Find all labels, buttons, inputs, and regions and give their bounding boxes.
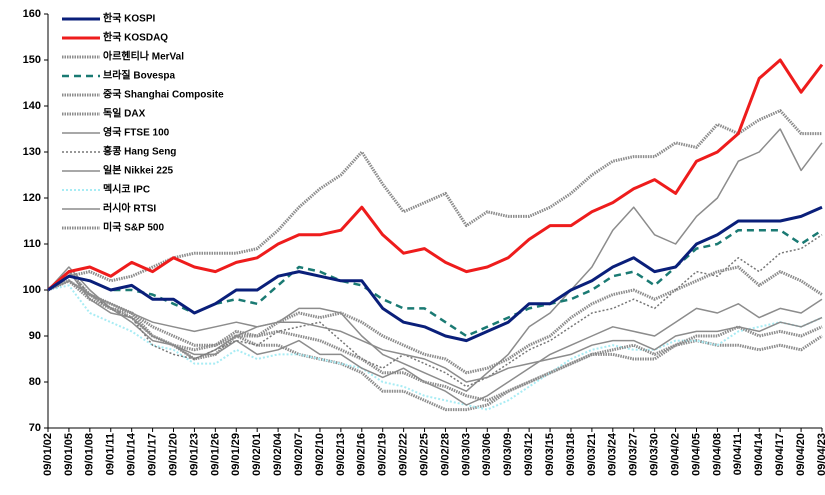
x-tick-label: 09/03/12 bbox=[523, 433, 535, 476]
x-tick-label: 09/04/17 bbox=[774, 433, 786, 476]
x-tick-label: 09/02/10 bbox=[314, 433, 326, 476]
x-tick-label: 09/02/28 bbox=[439, 433, 451, 476]
x-tick-label: 09/03/30 bbox=[649, 433, 661, 476]
x-tick-label: 09/03/06 bbox=[481, 433, 493, 476]
x-tick-label: 09/02/07 bbox=[293, 433, 305, 476]
y-tick-label: 110 bbox=[23, 238, 41, 250]
x-tick-label: 09/03/21 bbox=[586, 433, 598, 476]
series-line bbox=[47, 280, 823, 383]
x-tick-label: 09/02/16 bbox=[356, 433, 368, 476]
x-tick-label: 09/02/19 bbox=[377, 433, 389, 476]
legend-label: 일본 Nikkei 225 bbox=[103, 164, 174, 177]
legend-label: 중국 Shanghai Composite bbox=[103, 89, 224, 101]
x-tick-label: 09/02/25 bbox=[418, 433, 430, 476]
x-tick-label: 09/04/14 bbox=[753, 432, 765, 476]
legend-label: 홍콩 Hang Seng bbox=[103, 145, 176, 158]
x-tick-label: 09/04/02 bbox=[669, 433, 681, 476]
series-line bbox=[47, 265, 823, 375]
x-tick-label: 09/01/26 bbox=[209, 433, 221, 476]
x-tick-label: 09/03/27 bbox=[628, 433, 640, 476]
x-tick-label: 09/01/11 bbox=[105, 433, 117, 475]
x-tick-label: 09/03/24 bbox=[607, 432, 619, 476]
legend-label: 러시아 RTSI bbox=[103, 202, 156, 215]
x-tick-label: 09/04/05 bbox=[690, 433, 702, 476]
legend-label: 미국 S&P 500 bbox=[103, 221, 164, 234]
y-tick-label: 80 bbox=[29, 376, 41, 388]
legend-label: 영국 FTSE 100 bbox=[103, 126, 170, 139]
x-tick-label: 09/04/23 bbox=[816, 433, 825, 476]
series-line bbox=[47, 109, 822, 292]
x-tick-label: 09/01/08 bbox=[84, 433, 96, 476]
series-line bbox=[47, 58, 824, 292]
x-tick-label: 09/03/03 bbox=[460, 433, 472, 476]
y-tick-label: 100 bbox=[23, 284, 41, 296]
x-tick-label: 09/02/04 bbox=[272, 432, 284, 476]
x-tick-label: 09/03/15 bbox=[544, 433, 556, 476]
x-tick-label: 09/04/11 bbox=[732, 433, 744, 475]
x-tick-label: 09/02/01 bbox=[251, 433, 263, 476]
series-line bbox=[47, 228, 823, 338]
series-line bbox=[47, 205, 823, 343]
legend-label: 독일 DAX bbox=[103, 107, 146, 120]
x-tick-label: 09/03/18 bbox=[565, 433, 577, 476]
x-tick-label: 09/02/22 bbox=[398, 433, 410, 476]
y-tick-label: 150 bbox=[23, 54, 41, 66]
legend-label: 아르헨티나 MerVal bbox=[103, 50, 184, 63]
series-line bbox=[47, 284, 823, 411]
legend-label: 한국 KOSPI bbox=[103, 13, 156, 25]
x-tick-label: 09/01/02 bbox=[42, 433, 54, 476]
x-tick-label: 09/01/20 bbox=[167, 433, 179, 476]
series-line bbox=[47, 279, 823, 402]
y-tick-label: 120 bbox=[23, 192, 41, 204]
x-tick-label: 09/01/17 bbox=[147, 433, 159, 476]
y-tick-label: 130 bbox=[23, 146, 41, 158]
x-tick-label: 09/04/08 bbox=[711, 433, 723, 476]
x-tick-label: 09/02/13 bbox=[335, 433, 347, 476]
legend-label: 한국 KOSDAQ bbox=[103, 32, 168, 44]
x-tick-label: 09/01/14 bbox=[126, 432, 138, 476]
y-tick-label: 140 bbox=[23, 100, 41, 112]
x-tick-label: 09/04/20 bbox=[795, 433, 807, 476]
y-tick-label: 160 bbox=[23, 8, 41, 20]
y-tick-label: 90 bbox=[29, 330, 41, 342]
legend-label: 브라질 Bovespa bbox=[103, 69, 176, 82]
y-tick-label: 70 bbox=[29, 422, 41, 434]
x-tick-label: 09/03/09 bbox=[502, 433, 514, 476]
x-tick-label: 09/01/29 bbox=[230, 433, 242, 476]
x-tick-label: 09/01/23 bbox=[188, 433, 200, 476]
legend-label: 멕시코 IPC bbox=[103, 183, 150, 196]
x-tick-label: 09/01/05 bbox=[63, 433, 75, 476]
